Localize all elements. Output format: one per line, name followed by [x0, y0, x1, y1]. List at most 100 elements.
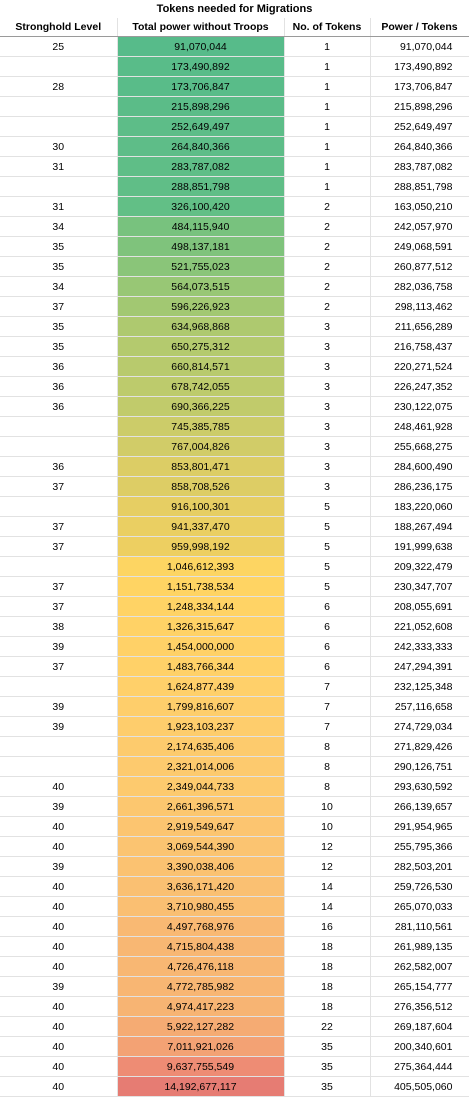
tokens-cell[interactable]: 5 [284, 496, 371, 517]
stronghold-level-cell[interactable]: 36 [0, 396, 118, 417]
stronghold-level-cell[interactable] [0, 676, 118, 697]
power-per-token-cell[interactable]: 405,505,060 [370, 1076, 469, 1097]
tokens-cell[interactable]: 22 [284, 1016, 371, 1037]
stronghold-level-cell[interactable]: 39 [0, 636, 118, 657]
total-power-cell[interactable]: 288,851,798 [117, 176, 285, 197]
tokens-cell[interactable]: 6 [284, 636, 371, 657]
total-power-cell[interactable]: 1,151,738,534 [117, 576, 285, 597]
stronghold-level-cell[interactable]: 40 [0, 896, 118, 917]
stronghold-level-cell[interactable]: 40 [0, 876, 118, 897]
tokens-cell[interactable]: 18 [284, 996, 371, 1017]
stronghold-level-cell[interactable] [0, 436, 118, 457]
power-per-token-cell[interactable]: 255,668,275 [370, 436, 469, 457]
power-per-token-cell[interactable]: 247,294,391 [370, 656, 469, 677]
power-per-token-cell[interactable]: 173,706,847 [370, 76, 469, 97]
tokens-cell[interactable]: 14 [284, 876, 371, 897]
stronghold-level-cell[interactable]: 40 [0, 916, 118, 937]
stronghold-level-cell[interactable]: 40 [0, 816, 118, 837]
power-per-token-cell[interactable]: 282,036,758 [370, 276, 469, 297]
total-power-cell[interactable]: 326,100,420 [117, 196, 285, 217]
power-per-token-cell[interactable]: 293,630,592 [370, 776, 469, 797]
power-per-token-cell[interactable]: 230,347,707 [370, 576, 469, 597]
total-power-cell[interactable]: 4,715,804,438 [117, 936, 285, 957]
total-power-cell[interactable]: 283,787,082 [117, 156, 285, 177]
tokens-cell[interactable]: 12 [284, 836, 371, 857]
total-power-cell[interactable]: 634,968,868 [117, 316, 285, 337]
total-power-cell[interactable]: 1,799,816,607 [117, 696, 285, 717]
stronghold-level-cell[interactable]: 39 [0, 696, 118, 717]
stronghold-level-cell[interactable]: 36 [0, 376, 118, 397]
tokens-cell[interactable]: 6 [284, 616, 371, 637]
tokens-cell[interactable]: 3 [284, 336, 371, 357]
tokens-cell[interactable]: 1 [284, 136, 371, 157]
total-power-cell[interactable]: 690,366,225 [117, 396, 285, 417]
stronghold-level-cell[interactable]: 37 [0, 516, 118, 537]
tokens-cell[interactable]: 7 [284, 716, 371, 737]
tokens-cell[interactable]: 2 [284, 196, 371, 217]
power-per-token-cell[interactable]: 265,154,777 [370, 976, 469, 997]
stronghold-level-cell[interactable]: 37 [0, 536, 118, 557]
total-power-cell[interactable]: 3,636,171,420 [117, 876, 285, 897]
tokens-cell[interactable]: 6 [284, 596, 371, 617]
total-power-cell[interactable]: 3,710,980,455 [117, 896, 285, 917]
total-power-cell[interactable]: 596,226,923 [117, 296, 285, 317]
power-per-token-cell[interactable]: 275,364,444 [370, 1056, 469, 1077]
tokens-cell[interactable]: 3 [284, 456, 371, 477]
stronghold-level-cell[interactable]: 40 [0, 936, 118, 957]
stronghold-level-cell[interactable] [0, 756, 118, 777]
total-power-cell[interactable]: 215,898,296 [117, 96, 285, 117]
stronghold-level-cell[interactable]: 40 [0, 1076, 118, 1097]
total-power-cell[interactable]: 564,073,515 [117, 276, 285, 297]
stronghold-level-cell[interactable]: 37 [0, 296, 118, 317]
total-power-cell[interactable]: 3,390,038,406 [117, 856, 285, 877]
stronghold-level-cell[interactable]: 37 [0, 656, 118, 677]
stronghold-level-cell[interactable]: 39 [0, 856, 118, 877]
total-power-cell[interactable]: 1,483,766,344 [117, 656, 285, 677]
stronghold-level-cell[interactable]: 39 [0, 796, 118, 817]
tokens-cell[interactable]: 8 [284, 756, 371, 777]
power-per-token-cell[interactable]: 271,829,426 [370, 736, 469, 757]
total-power-cell[interactable]: 4,974,417,223 [117, 996, 285, 1017]
tokens-cell[interactable]: 5 [284, 556, 371, 577]
total-power-cell[interactable]: 2,321,014,006 [117, 756, 285, 777]
stronghold-level-cell[interactable]: 40 [0, 776, 118, 797]
tokens-cell[interactable]: 3 [284, 356, 371, 377]
total-power-cell[interactable]: 264,840,366 [117, 136, 285, 157]
power-per-token-cell[interactable]: 220,271,524 [370, 356, 469, 377]
stronghold-level-cell[interactable]: 31 [0, 156, 118, 177]
power-per-token-cell[interactable]: 216,758,437 [370, 336, 469, 357]
stronghold-level-cell[interactable]: 25 [0, 36, 118, 57]
total-power-cell[interactable]: 1,624,877,439 [117, 676, 285, 697]
stronghold-level-cell[interactable] [0, 96, 118, 117]
stronghold-level-cell[interactable] [0, 56, 118, 77]
tokens-cell[interactable]: 3 [284, 436, 371, 457]
total-power-cell[interactable]: 916,100,301 [117, 496, 285, 517]
stronghold-level-cell[interactable]: 37 [0, 576, 118, 597]
power-per-token-cell[interactable]: 266,139,657 [370, 796, 469, 817]
tokens-cell[interactable]: 3 [284, 416, 371, 437]
total-power-cell[interactable]: 959,998,192 [117, 536, 285, 557]
header-power-per-token[interactable]: Power / Tokens [370, 18, 469, 37]
total-power-cell[interactable]: 9,637,755,549 [117, 1056, 285, 1077]
total-power-cell[interactable]: 2,174,635,406 [117, 736, 285, 757]
power-per-token-cell[interactable]: 242,057,970 [370, 216, 469, 237]
tokens-cell[interactable]: 35 [284, 1076, 371, 1097]
tokens-cell[interactable]: 1 [284, 116, 371, 137]
stronghold-level-cell[interactable]: 35 [0, 236, 118, 257]
power-per-token-cell[interactable]: 284,600,490 [370, 456, 469, 477]
tokens-cell[interactable]: 3 [284, 476, 371, 497]
tokens-cell[interactable]: 5 [284, 516, 371, 537]
tokens-cell[interactable]: 1 [284, 36, 371, 57]
tokens-cell[interactable]: 8 [284, 736, 371, 757]
power-per-token-cell[interactable]: 211,656,289 [370, 316, 469, 337]
total-power-cell[interactable]: 660,814,571 [117, 356, 285, 377]
stronghold-level-cell[interactable]: 34 [0, 216, 118, 237]
tokens-cell[interactable]: 7 [284, 676, 371, 697]
power-per-token-cell[interactable]: 91,070,044 [370, 36, 469, 57]
power-per-token-cell[interactable]: 215,898,296 [370, 96, 469, 117]
power-per-token-cell[interactable]: 286,236,175 [370, 476, 469, 497]
total-power-cell[interactable]: 4,497,768,976 [117, 916, 285, 937]
tokens-cell[interactable]: 35 [284, 1056, 371, 1077]
power-per-token-cell[interactable]: 288,851,798 [370, 176, 469, 197]
stronghold-level-cell[interactable]: 38 [0, 616, 118, 637]
